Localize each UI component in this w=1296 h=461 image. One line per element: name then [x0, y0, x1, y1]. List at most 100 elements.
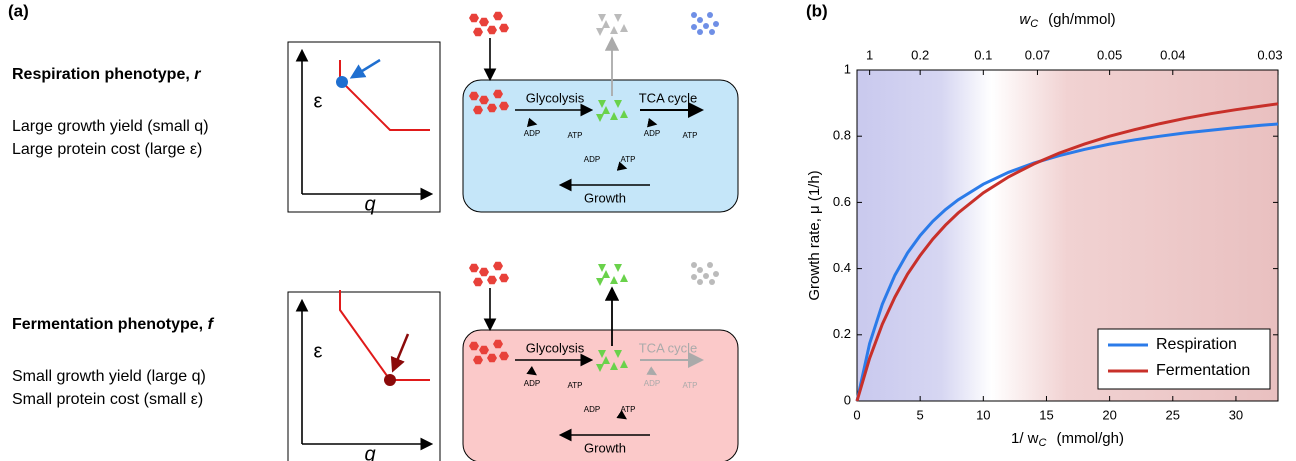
x2-tick-label: 0.04 [1160, 47, 1185, 62]
triangle-molecule [596, 364, 604, 372]
dot-molecule [697, 267, 703, 273]
panel-label: (b) [806, 1, 828, 20]
x2-tick-label: 1 [866, 47, 873, 62]
atp-label: ATP [683, 131, 698, 140]
dot-molecule [703, 273, 709, 279]
triangle-molecule [602, 106, 610, 114]
hexagon-molecule [487, 353, 497, 363]
growth-label: Growth [584, 440, 626, 455]
dot-molecule [697, 279, 703, 285]
text-part: (mmol/gh) [1056, 430, 1124, 447]
dot-molecule [707, 262, 713, 268]
hexagon-molecule [473, 27, 483, 37]
y-tick-label: 1 [844, 61, 851, 76]
phenotype-description: Small protein cost (small ε) [12, 391, 203, 408]
inset-y-label: ε [314, 340, 323, 362]
x-tick-label: 10 [976, 407, 990, 422]
hexagon-molecule [473, 355, 483, 365]
dot-molecule [691, 12, 697, 18]
adp-label: ADP [644, 129, 660, 138]
triangle-molecule [602, 270, 610, 278]
hexagon-molecule [479, 95, 489, 105]
phenotype-title: Respiration phenotype, r [12, 66, 201, 83]
triangle-molecule [602, 356, 610, 364]
atp-label: ATP [568, 131, 583, 140]
phenotype-description: Large protein cost (large ε) [12, 141, 202, 158]
series-line [855, 102, 1279, 402]
hexagon-molecule [479, 267, 489, 277]
triangle-molecule [614, 264, 622, 272]
panel-label: (a) [8, 1, 29, 20]
dot-molecule [707, 12, 713, 18]
cost-curve [339, 290, 430, 381]
x2-tick-label: 0.07 [1025, 47, 1050, 62]
hexagon-molecule [493, 11, 503, 21]
inset-box [287, 291, 441, 461]
hexagon-molecule [469, 91, 479, 101]
y-tick-label: 0 [844, 392, 851, 407]
dot-molecule [713, 21, 719, 27]
atp-label: ATP [568, 381, 583, 390]
adp-label: ADP [584, 405, 600, 414]
adp-label: ADP [644, 379, 660, 388]
dot-molecule [691, 262, 697, 268]
phenotype-point [384, 374, 396, 386]
x-tick-label: 15 [1039, 407, 1053, 422]
text-part: r [194, 66, 201, 83]
dot-molecule [703, 23, 709, 29]
hexagon-molecule [473, 105, 483, 115]
hexagon-molecule [493, 339, 503, 349]
triangle-molecule [610, 112, 618, 120]
phenotype-point [336, 76, 348, 88]
x2-tick-label: 0.1 [974, 47, 992, 62]
triangle-molecule [620, 24, 628, 32]
x2-tick-label: 0.05 [1097, 47, 1122, 62]
legend-label: Fermentation [1156, 362, 1250, 379]
x-tick-label: 30 [1229, 407, 1243, 422]
inset-x-label: q [364, 193, 375, 215]
cost-curve [339, 60, 430, 131]
hexagon-molecule [473, 277, 483, 287]
adp-label: ADP [524, 129, 540, 138]
x2-axis-label: wC (gh/mmol) [1019, 11, 1115, 30]
dot-molecule [697, 17, 703, 23]
triangle-molecule [598, 100, 606, 108]
atp-label: ATP [621, 405, 636, 414]
hexagon-molecule [493, 261, 503, 271]
triangle-molecule [596, 28, 604, 36]
hexagon-molecule [469, 263, 479, 273]
adp-label: ADP [524, 379, 540, 388]
text-part: Respiration phenotype, [12, 66, 194, 83]
pathway-label: Glycolysis [526, 90, 585, 105]
triangle-molecule [610, 26, 618, 34]
text-part: Fermentation phenotype, [12, 316, 208, 333]
triangle-molecule [614, 14, 622, 22]
triangle-molecule [596, 278, 604, 286]
triangle-molecule [620, 110, 628, 118]
text-part: 1/ w [1011, 430, 1039, 447]
hexagon-molecule [487, 103, 497, 113]
hexagon-molecule [499, 351, 509, 361]
atp-label: ATP [683, 381, 698, 390]
triangle-molecule [620, 360, 628, 368]
text-part: C [1039, 437, 1047, 449]
y-tick-label: 0.6 [833, 194, 851, 209]
y-tick-label: 0.4 [833, 260, 851, 275]
dot-molecule [709, 279, 715, 285]
x-tick-label: 5 [917, 407, 924, 422]
y-tick-label: 0.8 [833, 128, 851, 143]
x2-tick-label: 0.03 [1257, 47, 1282, 62]
text-part: w [1019, 11, 1031, 28]
inset-box [287, 41, 441, 213]
pathway-label: TCA cycle [639, 90, 698, 105]
plot-frame [856, 69, 1279, 402]
triangle-molecule [602, 20, 610, 28]
x-tick-label: 25 [1166, 407, 1180, 422]
text-part: C [1030, 18, 1038, 30]
phenotype-description: Small growth yield (large q) [12, 368, 206, 385]
triangle-molecule [598, 14, 606, 22]
triangle-molecule [596, 114, 604, 122]
pathway-label: TCA cycle [639, 340, 698, 355]
y-tick-label: 0.2 [833, 326, 851, 341]
